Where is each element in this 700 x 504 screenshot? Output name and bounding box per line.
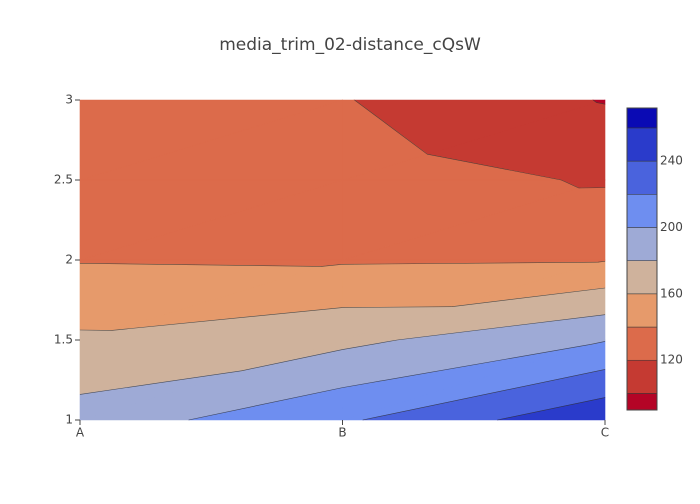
- y-tick-label: 3: [65, 93, 73, 107]
- colorbar-tick-label: 240: [660, 154, 683, 168]
- colorbar-band: [627, 294, 657, 327]
- x-tick-label: A: [76, 426, 85, 440]
- colorbar-band: [627, 327, 657, 360]
- x-tick-label: C: [601, 426, 609, 440]
- colorbar-band: [627, 261, 657, 294]
- colorbar-band: [627, 108, 657, 128]
- x-tick-label: B: [338, 426, 346, 440]
- y-tick-label: 2: [65, 253, 73, 267]
- colorbar-band: [627, 227, 657, 260]
- colorbar-band: [627, 393, 657, 410]
- colorbar-tick-label: 200: [660, 220, 683, 234]
- colorbar-tick-label: 120: [660, 353, 683, 367]
- colorbar-band: [627, 161, 657, 194]
- colorbar-band: [627, 194, 657, 227]
- y-tick-label: 1: [65, 413, 73, 427]
- chart-title: media_trim_02-distance_cQsW: [219, 35, 481, 55]
- colorbar-band: [627, 128, 657, 161]
- colorbar-tick-label: 160: [660, 286, 683, 300]
- y-tick-label: 2.5: [54, 173, 73, 187]
- colorbar-band: [627, 360, 657, 393]
- y-tick-label: 1.5: [54, 333, 73, 347]
